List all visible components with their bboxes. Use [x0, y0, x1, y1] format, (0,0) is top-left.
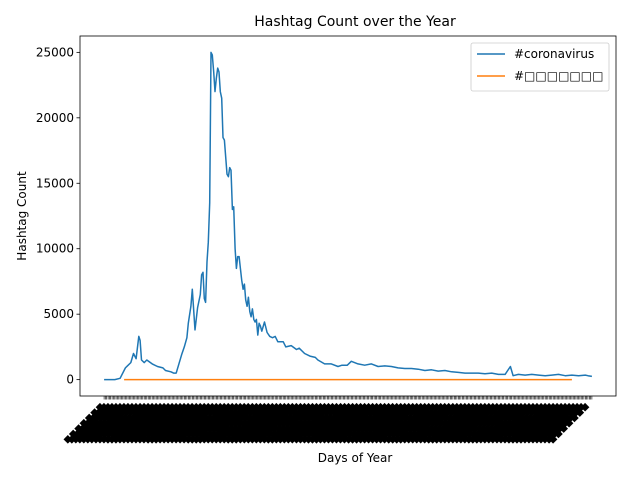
legend-label-1: #□□□□□□□ [514, 69, 603, 83]
x-axis-label: Days of Year [318, 451, 393, 465]
chart-title: Hashtag Count over the Year [254, 14, 456, 30]
legend-box [470, 42, 610, 92]
plot-frame [79, 35, 617, 397]
y-tick-label: 0 [66, 373, 74, 387]
legend: #coronavirus #□□□□□□□ [470, 42, 610, 92]
y-tick-label: 25000 [36, 45, 74, 59]
y-axis-label: Hashtag Count [15, 171, 29, 261]
series-line-0 [104, 51, 593, 381]
y-tick-label: 10000 [36, 242, 74, 256]
y-tick-label: 20000 [36, 111, 74, 125]
y-tick-label: 15000 [36, 176, 74, 190]
x-tick-labels: ■■■■■■■■■■■■■■■■■■■■■■■■■■■■■■■■■■■■■■■■… [62, 401, 591, 445]
legend-label-0: #coronavirus [514, 47, 594, 61]
y-tick-label: 5000 [43, 307, 74, 321]
y-axis: 0 5000 10000 15000 20000 25000 [36, 45, 80, 387]
x-axis: ■■■■■■■■■■■■■■■■■■■■■■■■■■■■■■■■■■■■■■■■… [62, 396, 593, 445]
series-layer [104, 51, 593, 381]
x-tick-marks [103, 396, 593, 400]
